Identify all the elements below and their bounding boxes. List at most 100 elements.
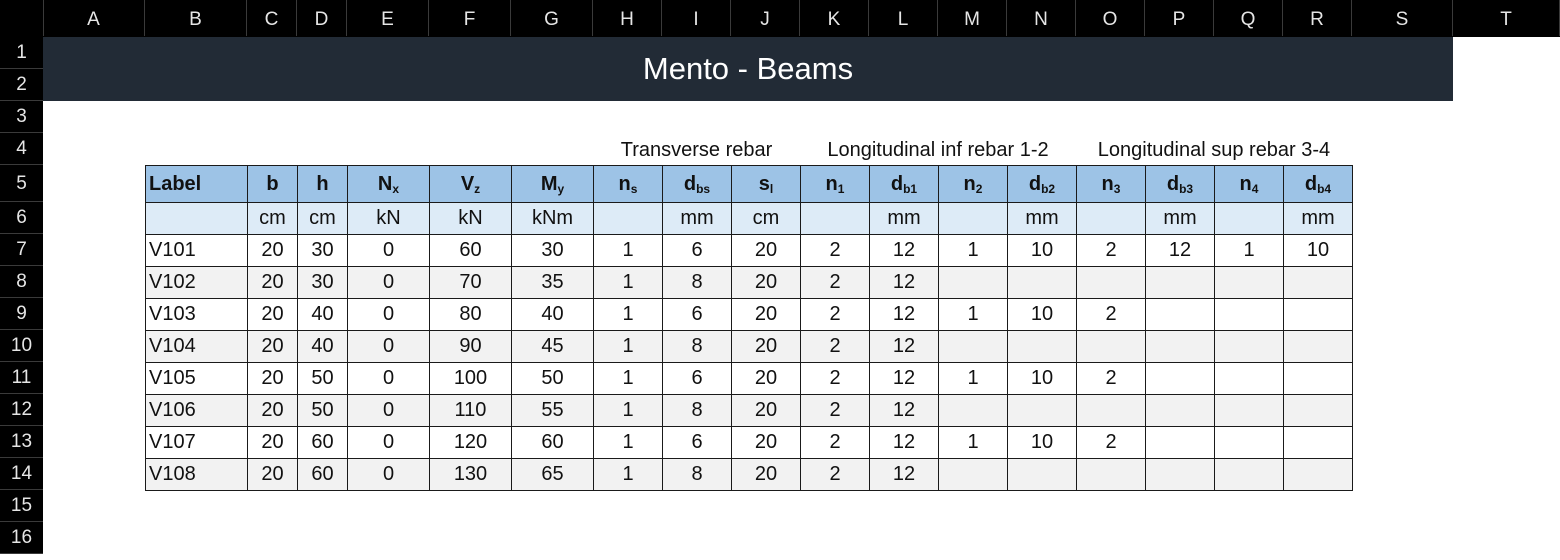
value-cell[interactable]: [1145, 330, 1215, 363]
label-cell[interactable]: V104: [145, 330, 248, 363]
label-cell[interactable]: V105: [145, 362, 248, 395]
value-cell[interactable]: 2: [800, 298, 870, 331]
value-cell[interactable]: [1145, 266, 1215, 299]
value-cell[interactable]: 0: [347, 298, 430, 331]
value-cell[interactable]: 1: [593, 266, 663, 299]
unit-cell[interactable]: mm: [1007, 202, 1077, 235]
value-cell[interactable]: 2: [800, 234, 870, 267]
column-header-r[interactable]: R: [1283, 0, 1352, 36]
label-cell[interactable]: V107: [145, 426, 248, 459]
value-cell[interactable]: 2: [800, 266, 870, 299]
value-cell[interactable]: 12: [869, 234, 939, 267]
row-header-2[interactable]: 2: [0, 69, 43, 101]
column-header-o[interactable]: O: [1076, 0, 1145, 36]
value-cell[interactable]: 20: [247, 330, 298, 363]
column-header-j[interactable]: J: [731, 0, 800, 36]
header-cell[interactable]: b: [247, 165, 298, 203]
value-cell[interactable]: 20: [247, 394, 298, 427]
value-cell[interactable]: 40: [297, 330, 348, 363]
unit-cell[interactable]: [1076, 202, 1146, 235]
value-cell[interactable]: 20: [247, 234, 298, 267]
row-header-15[interactable]: 15: [0, 490, 43, 522]
label-cell[interactable]: V103: [145, 298, 248, 331]
value-cell[interactable]: 80: [429, 298, 512, 331]
value-cell[interactable]: 8: [662, 394, 732, 427]
value-cell[interactable]: 20: [731, 298, 801, 331]
value-cell[interactable]: 50: [297, 394, 348, 427]
value-cell[interactable]: 30: [297, 266, 348, 299]
value-cell[interactable]: [1145, 426, 1215, 459]
label-cell[interactable]: V102: [145, 266, 248, 299]
unit-cell[interactable]: cm: [731, 202, 801, 235]
label-cell[interactable]: V106: [145, 394, 248, 427]
label-cell[interactable]: V108: [145, 458, 248, 491]
value-cell[interactable]: [1283, 426, 1353, 459]
value-cell[interactable]: [1145, 394, 1215, 427]
header-cell[interactable]: n3: [1076, 165, 1146, 203]
unit-cell[interactable]: mm: [662, 202, 732, 235]
unit-cell[interactable]: [938, 202, 1008, 235]
value-cell[interactable]: 0: [347, 426, 430, 459]
column-header-n[interactable]: N: [1007, 0, 1076, 36]
value-cell[interactable]: 12: [1145, 234, 1215, 267]
value-cell[interactable]: 2: [800, 394, 870, 427]
value-cell[interactable]: 20: [247, 298, 298, 331]
value-cell[interactable]: [938, 458, 1008, 491]
value-cell[interactable]: 20: [731, 266, 801, 299]
value-cell[interactable]: 12: [869, 298, 939, 331]
select-all-corner[interactable]: [0, 0, 44, 36]
value-cell[interactable]: 0: [347, 234, 430, 267]
value-cell[interactable]: 1: [938, 426, 1008, 459]
value-cell[interactable]: 10: [1283, 234, 1353, 267]
header-cell[interactable]: n4: [1214, 165, 1284, 203]
value-cell[interactable]: 60: [511, 426, 594, 459]
column-header-t[interactable]: T: [1453, 0, 1560, 36]
value-cell[interactable]: 2: [1076, 426, 1146, 459]
value-cell[interactable]: 20: [731, 362, 801, 395]
value-cell[interactable]: 100: [429, 362, 512, 395]
value-cell[interactable]: 60: [297, 426, 348, 459]
unit-cell[interactable]: kNm: [511, 202, 594, 235]
column-header-d[interactable]: D: [297, 0, 347, 36]
value-cell[interactable]: 50: [511, 362, 594, 395]
value-cell[interactable]: 45: [511, 330, 594, 363]
value-cell[interactable]: [1007, 394, 1077, 427]
row-header-7[interactable]: 7: [0, 234, 43, 266]
unit-cell[interactable]: kN: [429, 202, 512, 235]
value-cell[interactable]: 8: [662, 266, 732, 299]
value-cell[interactable]: 12: [869, 426, 939, 459]
value-cell[interactable]: 0: [347, 266, 430, 299]
value-cell[interactable]: [1283, 362, 1353, 395]
column-header-p[interactable]: P: [1145, 0, 1214, 36]
unit-cell[interactable]: [800, 202, 870, 235]
row-header-11[interactable]: 11: [0, 362, 43, 394]
header-cell[interactable]: db3: [1145, 165, 1215, 203]
value-cell[interactable]: 50: [297, 362, 348, 395]
value-cell[interactable]: 10: [1007, 298, 1077, 331]
unit-cell[interactable]: kN: [347, 202, 430, 235]
value-cell[interactable]: [1214, 298, 1284, 331]
column-header-i[interactable]: I: [662, 0, 731, 36]
value-cell[interactable]: 6: [662, 362, 732, 395]
value-cell[interactable]: 110: [429, 394, 512, 427]
row-header-6[interactable]: 6: [0, 202, 43, 234]
header-cell[interactable]: Nx: [347, 165, 430, 203]
header-cell[interactable]: db2: [1007, 165, 1077, 203]
column-header-q[interactable]: Q: [1214, 0, 1283, 36]
value-cell[interactable]: 0: [347, 394, 430, 427]
value-cell[interactable]: [1007, 458, 1077, 491]
value-cell[interactable]: 6: [662, 426, 732, 459]
value-cell[interactable]: 90: [429, 330, 512, 363]
value-cell[interactable]: [938, 330, 1008, 363]
value-cell[interactable]: 0: [347, 458, 430, 491]
header-cell[interactable]: db1: [869, 165, 939, 203]
value-cell[interactable]: [1076, 266, 1146, 299]
value-cell[interactable]: 8: [662, 330, 732, 363]
value-cell[interactable]: [1283, 458, 1353, 491]
value-cell[interactable]: 20: [247, 458, 298, 491]
column-header-s[interactable]: S: [1352, 0, 1453, 36]
row-header-9[interactable]: 9: [0, 298, 43, 330]
header-cell[interactable]: db4: [1283, 165, 1353, 203]
header-cell[interactable]: My: [511, 165, 594, 203]
value-cell[interactable]: 6: [662, 298, 732, 331]
